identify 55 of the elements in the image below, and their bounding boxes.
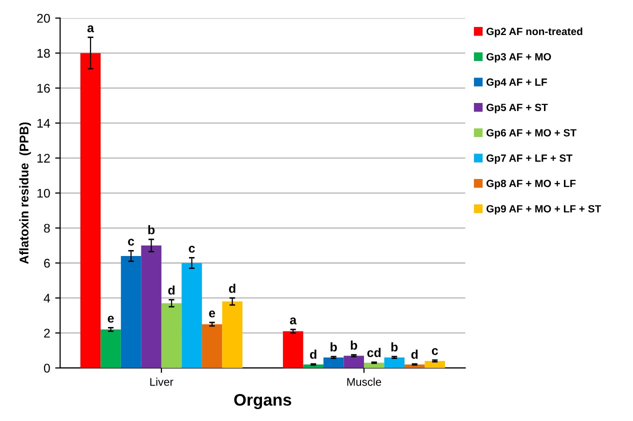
- data-label: c: [188, 246, 195, 253]
- bar: [120, 256, 142, 368]
- data-label: d: [168, 285, 175, 295]
- data-label: b: [391, 342, 398, 352]
- bar: [323, 357, 344, 368]
- data-label: b: [330, 342, 337, 352]
- y-tick-label: 16: [37, 84, 50, 93]
- y-tick-label: 8: [44, 224, 50, 233]
- data-label: b: [350, 340, 358, 350]
- y-tick-label: 2: [44, 328, 50, 338]
- bar: [161, 303, 182, 368]
- bar: [404, 364, 425, 368]
- data-label: a: [290, 318, 297, 324]
- y-tick-label: 0: [44, 364, 50, 373]
- data-label: e: [209, 310, 216, 318]
- legend-label: Gp8 AF + MO + LF: [486, 180, 576, 190]
- y-axis-title: Aflatoxin residue (PPB): [19, 122, 31, 264]
- bar: [344, 356, 364, 368]
- data-label: d: [310, 350, 316, 359]
- y-tick-label: 6: [44, 258, 50, 268]
- y-tick-label: 12: [37, 154, 50, 163]
- legend-label: Gp3 AF + MO: [486, 53, 551, 63]
- legend-label: Gp6 AF + MO + ST: [486, 129, 576, 139]
- bar: [222, 301, 242, 368]
- bar: [202, 324, 222, 368]
- data-label: a: [87, 25, 94, 32]
- y-tick-label: 18: [37, 48, 50, 58]
- bar: [303, 364, 324, 368]
- y-tick-label: 4: [44, 294, 50, 303]
- data-label: c: [432, 348, 438, 355]
- bar: [100, 329, 121, 368]
- bar: [182, 263, 202, 368]
- data-label: b: [148, 225, 155, 234]
- bar: [141, 246, 162, 368]
- legend-label: Gp5 AF + ST: [486, 104, 548, 114]
- y-tick-label: 20: [37, 14, 50, 23]
- bar: [282, 331, 304, 368]
- legend-label: Gp7 AF + LF + ST: [486, 154, 572, 164]
- data-label: d: [411, 350, 418, 359]
- y-tick-label: 14: [37, 118, 50, 128]
- bar: [424, 360, 445, 368]
- bar: [80, 53, 101, 368]
- legend-label: Gp2 AF non-treated: [486, 27, 582, 38]
- data-label: c: [128, 238, 134, 246]
- bar: [364, 362, 384, 368]
- data-label: cd: [367, 348, 381, 358]
- legend-label: Gp9 AF + MO + LF + ST: [486, 205, 602, 215]
- x-tick-label: Liver: [150, 378, 174, 386]
- x-tick-label: Muscle: [347, 378, 382, 386]
- x-axis-title: Organs: [234, 394, 292, 410]
- legend-label: Gp4 AF + LF: [486, 78, 547, 88]
- data-label: e: [108, 316, 114, 323]
- y-tick-label: 10: [37, 188, 50, 198]
- bar: [384, 357, 404, 368]
- data-label: d: [229, 284, 236, 293]
